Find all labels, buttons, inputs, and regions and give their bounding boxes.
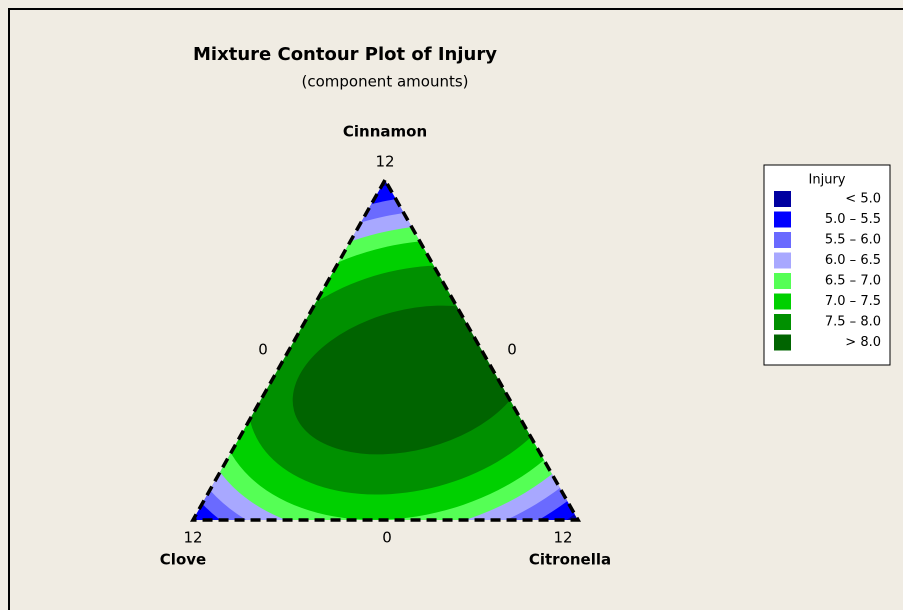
vertex-tick-label: 12: [553, 529, 572, 547]
triangle-border: [190, 176, 582, 522]
vertex-tick-label: 12: [183, 529, 202, 547]
legend-label: 5.5 – 6.0: [825, 233, 881, 248]
legend-label: > 8.0: [845, 335, 881, 350]
contour-band: [292, 305, 528, 455]
chart-title: Mixture Contour Plot of Injury: [193, 44, 497, 65]
legend-swatch: [774, 293, 791, 310]
legend-label: 7.5 – 8.0: [825, 315, 881, 330]
legend-swatch: [774, 273, 791, 289]
legend-swatch: [774, 232, 791, 248]
legend-swatch: [774, 314, 791, 330]
component-label: Clove: [160, 551, 206, 569]
legend-swatch: [774, 334, 791, 351]
legend-swatch: [774, 252, 791, 269]
legend-label: < 5.0: [845, 192, 881, 207]
legend-label: 6.5 – 7.0: [825, 274, 881, 289]
chart-subtitle: (component amounts): [301, 73, 468, 91]
legend-swatch: [774, 211, 791, 228]
legend-title: Injury: [809, 173, 846, 188]
component-label: Cinnamon: [343, 123, 427, 141]
component-label: Citronella: [529, 551, 611, 569]
legend-label: 5.0 – 5.5: [825, 212, 881, 227]
legend-label: 7.0 – 7.5: [825, 294, 881, 309]
legend-swatch: [774, 191, 791, 207]
vertex-tick-label: 12: [375, 153, 394, 171]
edge-tick-label: 0: [258, 341, 268, 359]
edge-tick-label: 0: [507, 341, 517, 359]
edge-tick-label: 0: [382, 529, 392, 547]
legend-label: 6.0 – 6.5: [825, 253, 881, 268]
